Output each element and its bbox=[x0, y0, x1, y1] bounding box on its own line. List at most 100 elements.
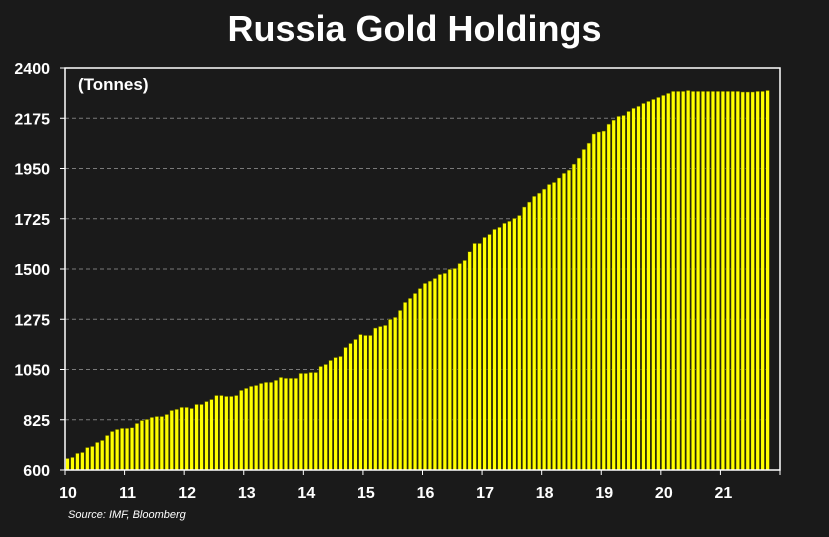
bar bbox=[378, 326, 383, 471]
bar bbox=[114, 429, 120, 471]
bar bbox=[581, 148, 587, 471]
bar bbox=[159, 416, 165, 471]
y-tick-label: 1275 bbox=[14, 312, 50, 329]
bar bbox=[437, 274, 443, 471]
bar bbox=[70, 456, 75, 471]
bar bbox=[537, 192, 542, 471]
x-tick-label: 18 bbox=[536, 485, 554, 502]
bar bbox=[90, 446, 95, 471]
bar bbox=[422, 282, 428, 471]
bar bbox=[651, 98, 656, 471]
bar bbox=[75, 452, 80, 471]
bar bbox=[194, 404, 199, 471]
bar bbox=[209, 399, 214, 471]
bar bbox=[566, 169, 572, 471]
bar bbox=[348, 343, 353, 471]
bar bbox=[695, 90, 701, 471]
bar bbox=[402, 301, 408, 471]
bar bbox=[219, 395, 224, 471]
bar bbox=[671, 90, 676, 471]
bar bbox=[144, 419, 150, 471]
bar bbox=[85, 447, 90, 471]
bar bbox=[353, 339, 358, 471]
bar bbox=[65, 458, 70, 471]
bar bbox=[551, 182, 557, 471]
bar bbox=[710, 90, 716, 471]
bar bbox=[333, 357, 338, 471]
bar bbox=[164, 414, 169, 471]
bar bbox=[412, 293, 418, 471]
bar bbox=[303, 372, 308, 471]
bar bbox=[700, 90, 706, 471]
y-tick-label: 2175 bbox=[14, 111, 50, 128]
bar bbox=[685, 90, 691, 471]
bar bbox=[492, 228, 497, 471]
bar bbox=[283, 377, 289, 471]
bar bbox=[502, 222, 507, 471]
bar bbox=[591, 133, 596, 471]
bar bbox=[253, 385, 259, 471]
bar bbox=[457, 263, 462, 471]
bar bbox=[189, 408, 194, 471]
bar bbox=[229, 395, 234, 471]
bar bbox=[184, 406, 189, 471]
bar bbox=[725, 90, 731, 471]
y-tick-label: 1725 bbox=[14, 212, 50, 229]
bar bbox=[750, 91, 755, 471]
bar bbox=[149, 416, 155, 471]
bar bbox=[338, 356, 343, 471]
bar bbox=[661, 94, 666, 471]
bar bbox=[318, 366, 323, 471]
x-tick-label: 16 bbox=[417, 485, 435, 502]
bar bbox=[373, 327, 378, 471]
bar bbox=[169, 410, 174, 471]
bar bbox=[100, 439, 105, 471]
bar bbox=[298, 372, 304, 471]
bar bbox=[109, 431, 115, 471]
bar bbox=[636, 105, 641, 471]
bar bbox=[715, 90, 721, 471]
bar bbox=[527, 201, 532, 471]
x-tick-label: 14 bbox=[297, 485, 315, 502]
bar bbox=[244, 387, 249, 471]
bar bbox=[482, 236, 487, 471]
bar bbox=[393, 316, 398, 471]
bar bbox=[606, 123, 611, 471]
bar bbox=[532, 195, 537, 471]
bar bbox=[745, 91, 750, 471]
bar bbox=[487, 234, 492, 471]
bar bbox=[690, 90, 696, 471]
bar bbox=[154, 416, 160, 471]
bar bbox=[467, 251, 472, 471]
bar bbox=[80, 452, 85, 471]
bars bbox=[65, 90, 770, 471]
y-tick-label: 600 bbox=[23, 463, 50, 480]
bar bbox=[239, 389, 244, 471]
bar bbox=[646, 100, 651, 471]
x-tick-label: 12 bbox=[178, 485, 196, 502]
x-tick-label: 15 bbox=[357, 485, 375, 502]
bar bbox=[273, 379, 279, 471]
bar bbox=[740, 91, 745, 471]
bar bbox=[621, 115, 626, 471]
bar bbox=[571, 163, 577, 471]
x-tick-label: 10 bbox=[59, 485, 77, 502]
y-tick-label: 825 bbox=[23, 413, 50, 430]
bar bbox=[760, 90, 765, 471]
y-tick-label: 1050 bbox=[14, 363, 50, 380]
bar bbox=[462, 259, 467, 471]
bar bbox=[676, 90, 681, 471]
axes: 600 825 1050 1275 1500 1725 1950 2175 2400 10 11 12… bbox=[14, 61, 781, 502]
bar bbox=[308, 372, 313, 471]
bar bbox=[452, 268, 457, 471]
bar bbox=[249, 385, 254, 471]
bar bbox=[601, 130, 606, 471]
x-tick-label: 21 bbox=[715, 485, 733, 502]
bar bbox=[363, 335, 368, 471]
bar bbox=[631, 107, 636, 471]
bar bbox=[105, 435, 110, 471]
bar bbox=[472, 243, 477, 471]
y-tick-label: 2400 bbox=[14, 61, 50, 78]
bar bbox=[705, 90, 711, 471]
